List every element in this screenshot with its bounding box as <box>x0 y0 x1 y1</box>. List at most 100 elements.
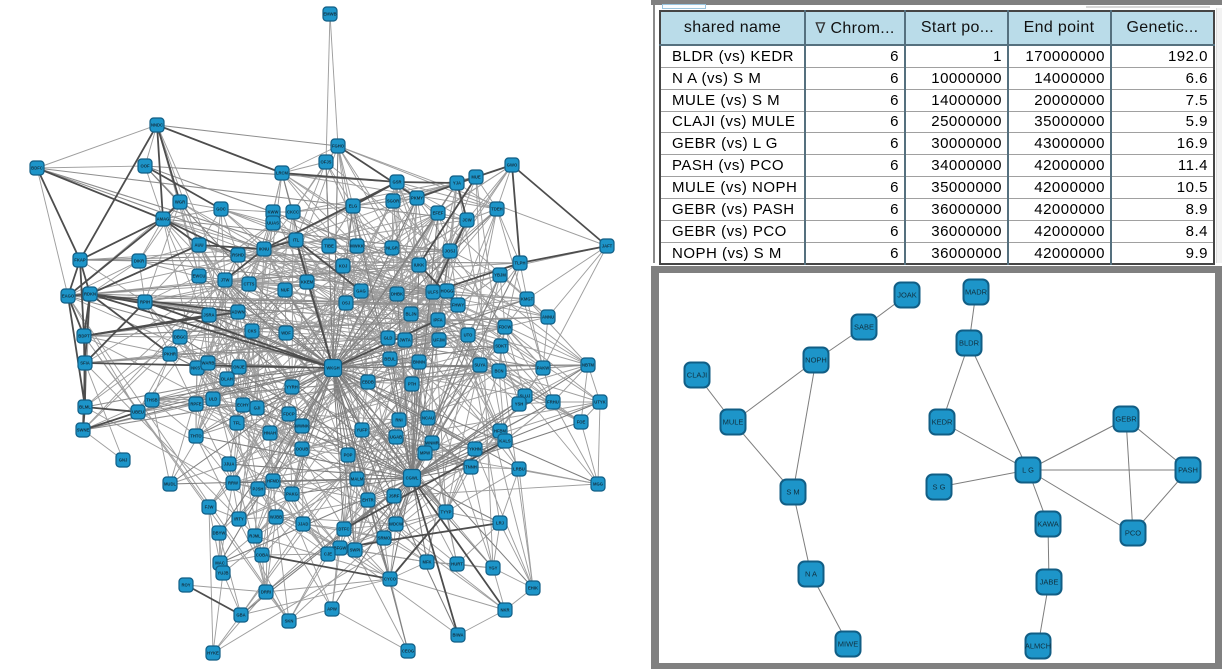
svg-text:YSH: YSH <box>515 402 524 407</box>
svg-text:PTH: PTH <box>408 382 416 387</box>
svg-text:MULE: MULE <box>723 418 744 427</box>
svg-text:OOF: OOF <box>140 164 150 169</box>
svg-text:OSJ: OSJ <box>342 301 351 306</box>
svg-text:EBDB: EBDB <box>362 380 374 385</box>
svg-text:NLGR: NLGR <box>386 246 398 251</box>
svg-text:DRRI: DRRI <box>261 590 271 595</box>
svg-text:EAGO: EAGO <box>62 294 75 299</box>
svg-text:SKN: SKN <box>285 619 294 624</box>
svg-text:S M: S M <box>786 488 799 497</box>
svg-text:DLAH: DLAH <box>221 377 233 382</box>
svg-text:SFIA: SFIA <box>80 361 90 366</box>
svg-text:ELG: ELG <box>349 204 358 209</box>
svg-text:YUFP: YUFP <box>356 428 367 433</box>
svg-text:RRW: RRW <box>228 481 238 486</box>
svg-text:FOE: FOE <box>577 420 586 425</box>
svg-text:TIBE: TIBE <box>324 244 334 249</box>
svg-text:UGAB: UGAB <box>390 435 402 440</box>
svg-text:KEDR: KEDR <box>932 418 953 427</box>
svg-text:GSR: GSR <box>392 180 401 185</box>
svg-text:WARB: WARB <box>202 361 215 366</box>
svg-text:BLML: BLML <box>79 405 91 410</box>
svg-text:CKCC: CKCC <box>287 210 299 215</box>
svg-text:BDFC: BDFC <box>31 166 43 171</box>
svg-text:YJA: YJA <box>453 181 461 186</box>
svg-text:WJBB: WJBB <box>270 515 282 520</box>
svg-text:GJI: GJI <box>254 406 261 411</box>
svg-text:BLDR: BLDR <box>959 339 980 348</box>
svg-text:NOPH: NOPH <box>805 356 827 365</box>
svg-text:JJAD: JJAD <box>298 522 309 527</box>
svg-text:RJML: RJML <box>249 534 261 539</box>
svg-text:GNJ: GNJ <box>119 458 128 463</box>
svg-text:CTTS: CTTS <box>244 282 255 287</box>
svg-text:MALM: MALM <box>351 477 364 482</box>
svg-text:HURT: HURT <box>451 562 463 567</box>
svg-text:ADWN: ADWN <box>231 310 244 315</box>
svg-text:THTO: THTO <box>190 434 202 439</box>
svg-text:SRMO: SRMO <box>378 536 391 541</box>
svg-text:FJW: FJW <box>205 505 214 510</box>
svg-text:POP: POP <box>344 453 353 458</box>
svg-text:MADR: MADR <box>965 288 988 297</box>
svg-text:TNNH: TNNH <box>465 465 477 470</box>
svg-text:RPIH: RPIH <box>140 300 150 305</box>
svg-text:FDCP: FDCP <box>283 412 295 417</box>
svg-text:FHWY: FHWY <box>452 303 465 308</box>
svg-text:ONJE: ONJE <box>233 365 245 370</box>
svg-text:GAG: GAG <box>356 289 366 294</box>
svg-text:FRHU: FRHU <box>547 400 559 405</box>
svg-text:WNMR: WNMR <box>425 441 439 446</box>
svg-text:PJSH: PJSH <box>253 487 264 492</box>
svg-text:NNDC: NNDC <box>151 123 163 128</box>
svg-text:CKS: CKS <box>248 329 257 334</box>
svg-text:FKAP: FKAP <box>74 258 86 263</box>
svg-text:APW: APW <box>327 607 337 612</box>
svg-text:DBGC: DBGC <box>174 335 186 340</box>
svg-text:BFGW: BFGW <box>334 546 347 551</box>
svg-text:ECHY: ECHY <box>237 403 249 408</box>
svg-text:CEOG: CEOG <box>402 649 414 654</box>
svg-text:SGOR: SGOR <box>387 199 399 204</box>
svg-text:SWNE: SWNE <box>77 428 90 433</box>
svg-text:PAKG: PAKG <box>286 492 298 497</box>
svg-text:UBEU: UBEU <box>132 410 144 415</box>
svg-text:NKSY: NKSY <box>191 366 203 371</box>
svg-text:CYCO: CYCO <box>384 577 397 582</box>
svg-text:EHTR: EHTR <box>362 498 373 503</box>
svg-text:UTO: UTO <box>464 333 474 338</box>
svg-text:OOUB: OOUB <box>296 447 309 452</box>
svg-text:ALMCH: ALMCH <box>1025 642 1051 651</box>
svg-text:UTYK: UTYK <box>594 400 605 405</box>
svg-text:PASH: PASH <box>1178 466 1198 475</box>
svg-text:THSB: THSB <box>146 398 157 403</box>
svg-text:YBJM: YBJM <box>494 273 506 278</box>
svg-text:JAFT: JAFT <box>602 244 613 249</box>
svg-text:GEBR: GEBR <box>1115 415 1137 424</box>
svg-text:DIKR: DIKR <box>134 259 144 264</box>
svg-text:TFL: TFL <box>233 421 241 426</box>
svg-text:BEUL: BEUL <box>384 357 396 362</box>
svg-text:ULD: ULD <box>209 397 218 402</box>
svg-text:KALS: KALS <box>499 439 511 444</box>
svg-text:HOGG: HOGG <box>441 289 454 294</box>
svg-text:WKGH: WKGH <box>326 366 339 371</box>
svg-text:MAC: MAC <box>215 561 225 566</box>
svg-text:MUE: MUE <box>471 175 481 180</box>
svg-text:RNI: RNI <box>395 418 402 423</box>
svg-text:ANNU: ANNU <box>542 315 554 320</box>
svg-text:L G: L G <box>1022 466 1034 475</box>
svg-text:GWO: GWO <box>507 163 518 168</box>
svg-text:COBA: COBA <box>256 553 268 558</box>
svg-text:YUJB: YUJB <box>217 571 228 576</box>
svg-text:WWNK: WWNK <box>295 424 309 429</box>
svg-text:CGWL: CGWL <box>406 476 419 481</box>
svg-text:MFK: MFK <box>422 560 431 565</box>
svg-text:IKNU: IKNU <box>259 247 269 252</box>
svg-text:JOAK: JOAK <box>897 291 917 300</box>
svg-text:KKEM: KKEM <box>301 280 314 285</box>
svg-text:BLJN: BLJN <box>406 312 417 317</box>
svg-text:GBA: GBA <box>236 613 245 618</box>
svg-text:BNNN: BNNN <box>413 360 425 365</box>
svg-text:PCO: PCO <box>1125 529 1141 538</box>
